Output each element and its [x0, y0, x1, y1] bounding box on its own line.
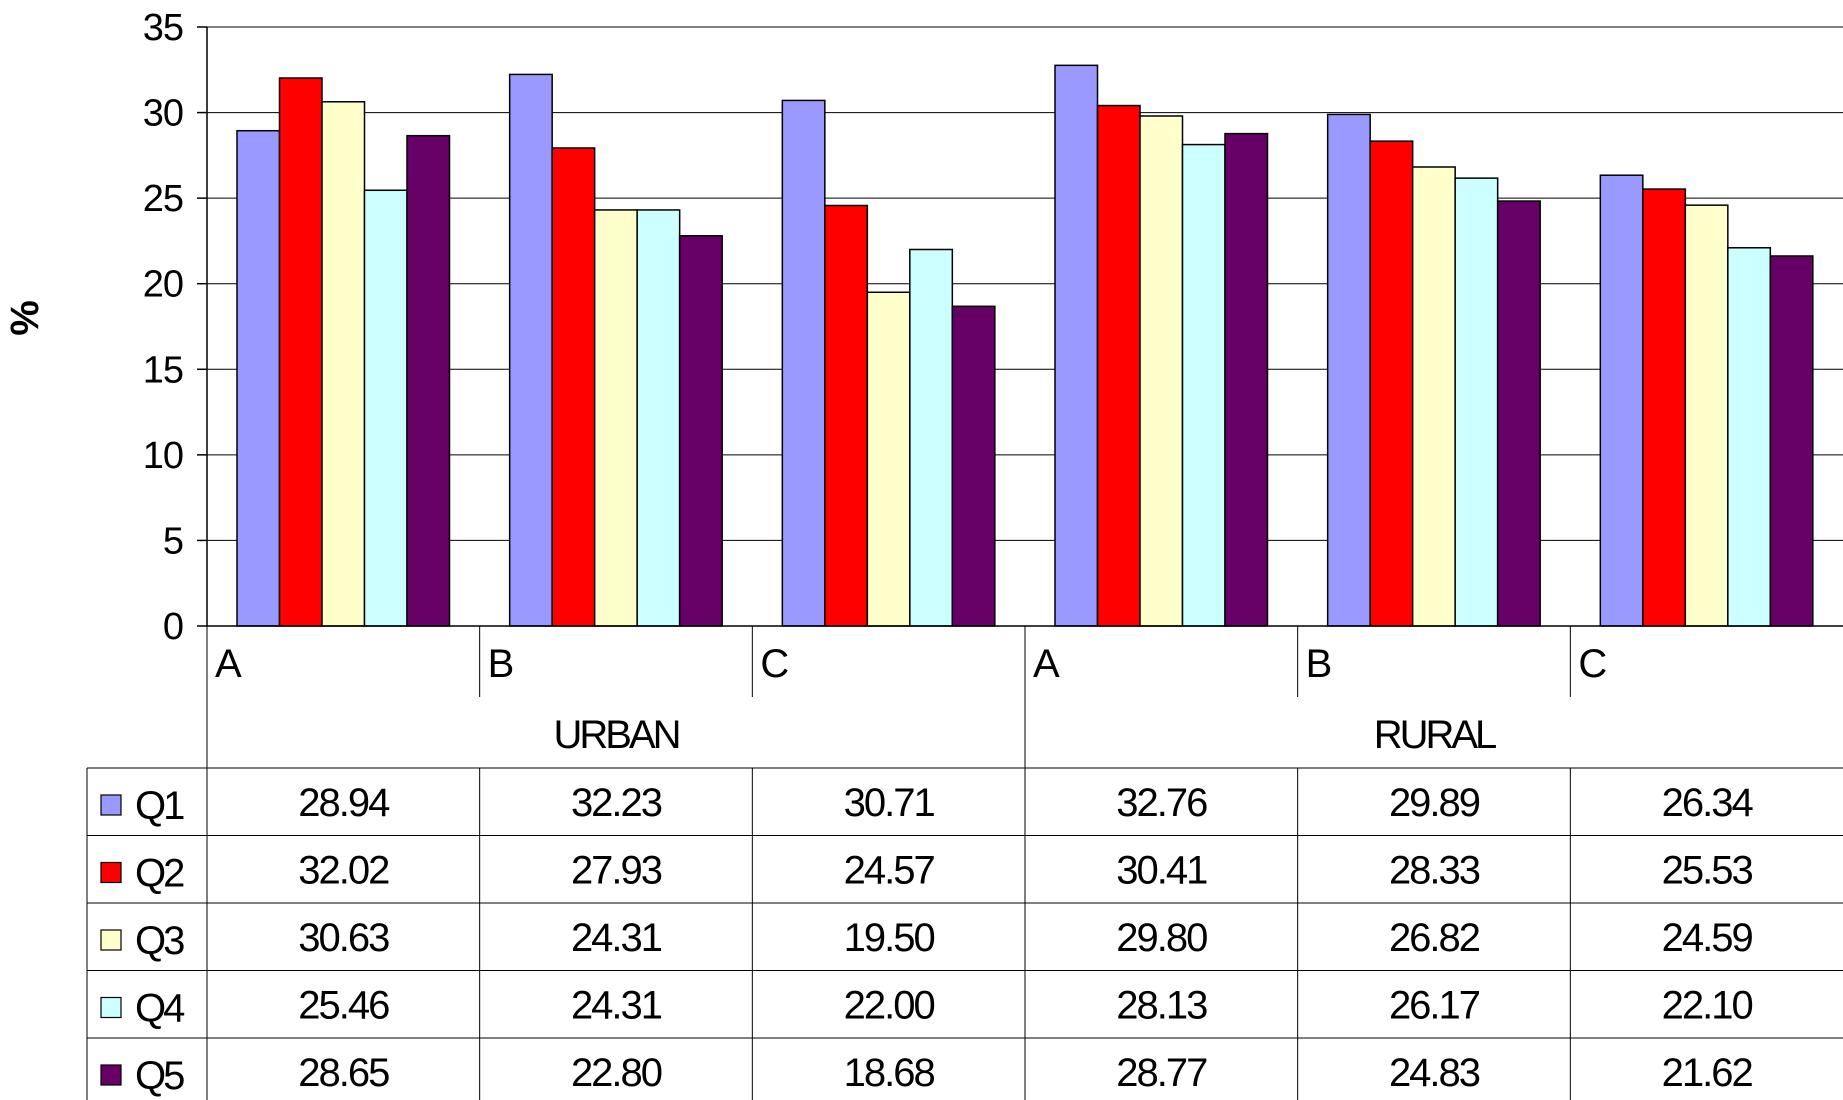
axes	[197, 26, 1843, 768]
legend-key-q2	[100, 861, 122, 884]
table-cell: 30.41	[1116, 849, 1207, 893]
bar-q5-cat-3	[951, 305, 996, 627]
bar-q2-cat-1	[278, 77, 323, 627]
table-cell: 32.23	[571, 781, 662, 825]
category-label: B	[1306, 642, 1333, 686]
bar-q5-cat-4	[1224, 132, 1269, 627]
table-cell: 32.76	[1116, 781, 1207, 825]
table-cell: 28.94	[298, 781, 390, 825]
bar-q3-cat-2	[593, 209, 638, 627]
table-cell: 26.34	[1662, 781, 1754, 825]
bar-q5-cat-6	[1769, 255, 1814, 627]
bar-q4-cat-6	[1727, 247, 1772, 627]
bar-q2-cat-2	[551, 147, 596, 627]
bar-q3-cat-6	[1684, 204, 1729, 627]
bar-q2-cat-6	[1642, 188, 1687, 627]
series-name: Q4	[135, 987, 185, 1031]
table-cell: 24.31	[571, 916, 662, 960]
bar-q1-cat-4	[1054, 64, 1099, 627]
bar-q1-cat-1	[236, 129, 281, 627]
legend-key-q1	[100, 794, 122, 816]
y-axis-ticks: 0 5 10 15 20 25 30 35	[143, 7, 184, 648]
table-cell: 26.17	[1389, 984, 1480, 1028]
bar-q2-cat-5	[1369, 140, 1414, 627]
legend-key-q4	[100, 996, 122, 1019]
table-cell: 25.53	[1662, 849, 1753, 893]
bar-q3-cat-5	[1411, 166, 1456, 627]
y-tick-label: 25	[143, 178, 183, 220]
bar-q4-cat-1	[363, 189, 408, 627]
table-cell: 22.80	[571, 1051, 662, 1095]
bar-q1-cat-5	[1326, 113, 1371, 627]
table-cell: 30.71	[844, 781, 935, 825]
table-cell: 28.77	[1116, 1051, 1207, 1095]
bar-q3-cat-3	[866, 291, 911, 627]
y-tick-label: 20	[143, 264, 183, 306]
bar-q1-cat-2	[508, 73, 553, 627]
bar-q4-cat-2	[636, 209, 681, 627]
table-cell: 32.02	[298, 849, 389, 893]
y-tick-label: 0	[163, 606, 183, 648]
bar-q1-cat-3	[781, 99, 826, 627]
category-label: C	[1578, 642, 1607, 686]
y-axis-label: %	[3, 300, 47, 336]
series-name: Q3	[135, 919, 184, 963]
category-label: A	[1033, 642, 1060, 686]
bar-q5-cat-2	[678, 235, 723, 627]
series-name: Q1	[135, 784, 184, 828]
bar-q2-cat-3	[824, 204, 869, 627]
bar-q2-cat-4	[1096, 104, 1141, 627]
legend-key-q3	[100, 929, 122, 951]
bar-q5-cat-5	[1496, 200, 1541, 627]
table-cell: 28.33	[1389, 849, 1480, 893]
category-label: B	[488, 642, 515, 686]
table-cell: 18.68	[844, 1051, 935, 1095]
group-label: URBAN	[553, 713, 678, 757]
table-cell: 29.89	[1389, 781, 1480, 825]
bar-q4-cat-4	[1181, 143, 1226, 627]
table-cell: 28.13	[1116, 984, 1207, 1028]
bars	[236, 64, 1814, 627]
y-tick-label: 15	[143, 349, 183, 391]
x-axis-group-labels: URBAN RURAL	[553, 713, 1499, 757]
legend-key-q5	[100, 1064, 122, 1086]
bar-q1-cat-6	[1599, 174, 1644, 627]
table-cell: 22.10	[1662, 984, 1753, 1028]
table-cell: 29.80	[1116, 916, 1207, 960]
gridlines	[207, 26, 1843, 627]
table-cell: 24.31	[571, 984, 662, 1028]
category-label: C	[760, 642, 789, 686]
table-cell: 26.82	[1389, 916, 1480, 960]
table-cell: 24.83	[1389, 1051, 1480, 1095]
table-cell: 30.63	[298, 916, 389, 960]
y-tick-label: 10	[143, 435, 183, 477]
series-name: Q2	[135, 852, 184, 896]
table-cell: 24.57	[844, 849, 935, 893]
bar-q5-cat-1	[406, 134, 451, 627]
bar-q4-cat-3	[909, 248, 954, 627]
bar-q3-cat-4	[1139, 115, 1184, 627]
series-name: Q5	[135, 1054, 184, 1098]
y-tick-label: 5	[163, 520, 183, 562]
table-cell: 27.93	[571, 849, 662, 893]
category-label: A	[215, 642, 242, 686]
data-table: Q1 28.94 32.23 30.71 32.76 29.89 26.34 Q2 32.02 2…	[86, 626, 1843, 1100]
table-cell: 21.62	[1662, 1051, 1753, 1095]
table-cell: 19.50	[844, 916, 935, 960]
table-cell: 22.00	[844, 984, 935, 1028]
table-cell: 25.46	[298, 984, 389, 1028]
table-cell: 28.65	[298, 1051, 389, 1095]
group-label: RURAL	[1374, 713, 1496, 757]
bar-q3-cat-1	[321, 101, 366, 627]
y-tick-label: 30	[143, 93, 183, 135]
y-tick-label: 35	[143, 7, 183, 49]
table-cell: 24.59	[1662, 916, 1753, 960]
bar-q4-cat-5	[1454, 177, 1499, 627]
